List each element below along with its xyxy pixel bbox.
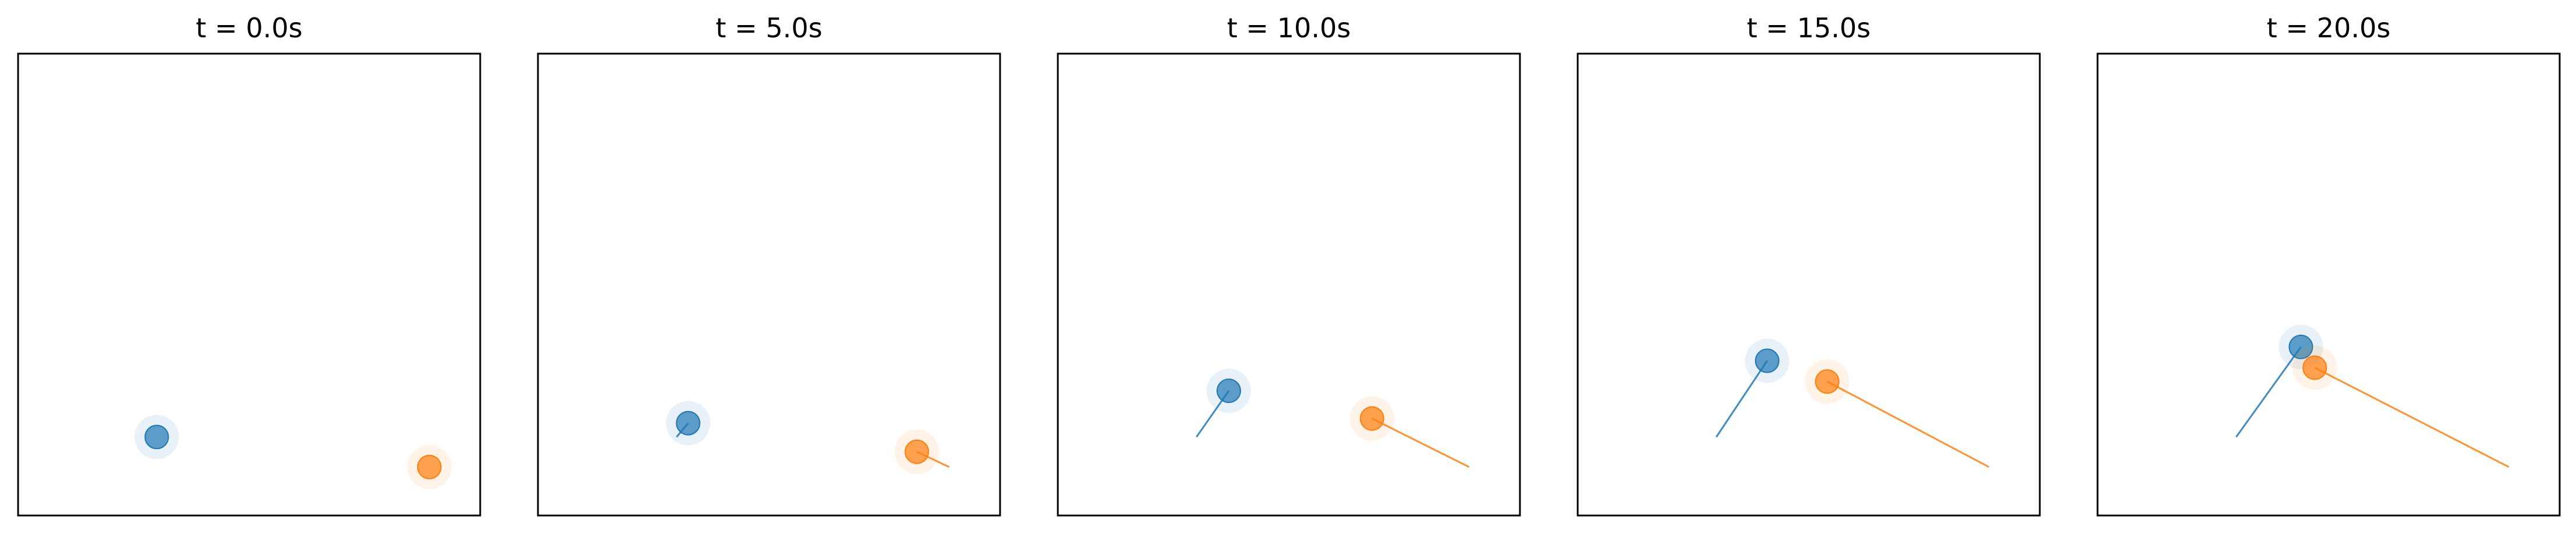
trajectory-line [1715, 360, 1768, 438]
particle-point [2288, 334, 2313, 359]
particle-point [676, 411, 701, 436]
particle-point [1217, 378, 1242, 404]
panel-4: t = 20.0s [2096, 12, 2561, 517]
axes-frame [17, 52, 481, 517]
plot-area [1196, 369, 1470, 468]
particle-point [1815, 369, 1840, 394]
axes-frame [1577, 52, 2041, 517]
panel-title: t = 15.0s [1747, 12, 1871, 44]
trajectory-line [2314, 367, 2509, 468]
panel-title: t = 10.0s [1227, 12, 1351, 44]
trajectory-line [1826, 380, 1990, 468]
particle-point [904, 439, 929, 464]
particle-point [2302, 355, 2327, 380]
particle-point [1754, 348, 1780, 373]
panel-2: t = 10.0s [1057, 12, 1521, 517]
trajectory-line [1371, 418, 1470, 468]
axes-frame [537, 52, 1001, 517]
panel-title: t = 20.0s [2267, 12, 2390, 44]
particle-point [144, 425, 169, 450]
particle-point [1359, 406, 1385, 431]
particle-point [417, 454, 442, 479]
panel-3: t = 15.0s [1577, 12, 2041, 517]
panel-0: t = 0.0s [17, 12, 481, 517]
plot-area [134, 415, 452, 489]
axes-frame [1057, 52, 1521, 517]
plot-area [1715, 338, 1990, 468]
axes-frame [2096, 52, 2561, 517]
plot-area [666, 401, 950, 474]
panel-1: t = 5.0s [537, 12, 1001, 517]
trajectory-line [2235, 346, 2302, 438]
panel-title: t = 5.0s [716, 12, 823, 44]
panel-title: t = 0.0s [196, 12, 303, 44]
plot-area [2235, 324, 2509, 468]
